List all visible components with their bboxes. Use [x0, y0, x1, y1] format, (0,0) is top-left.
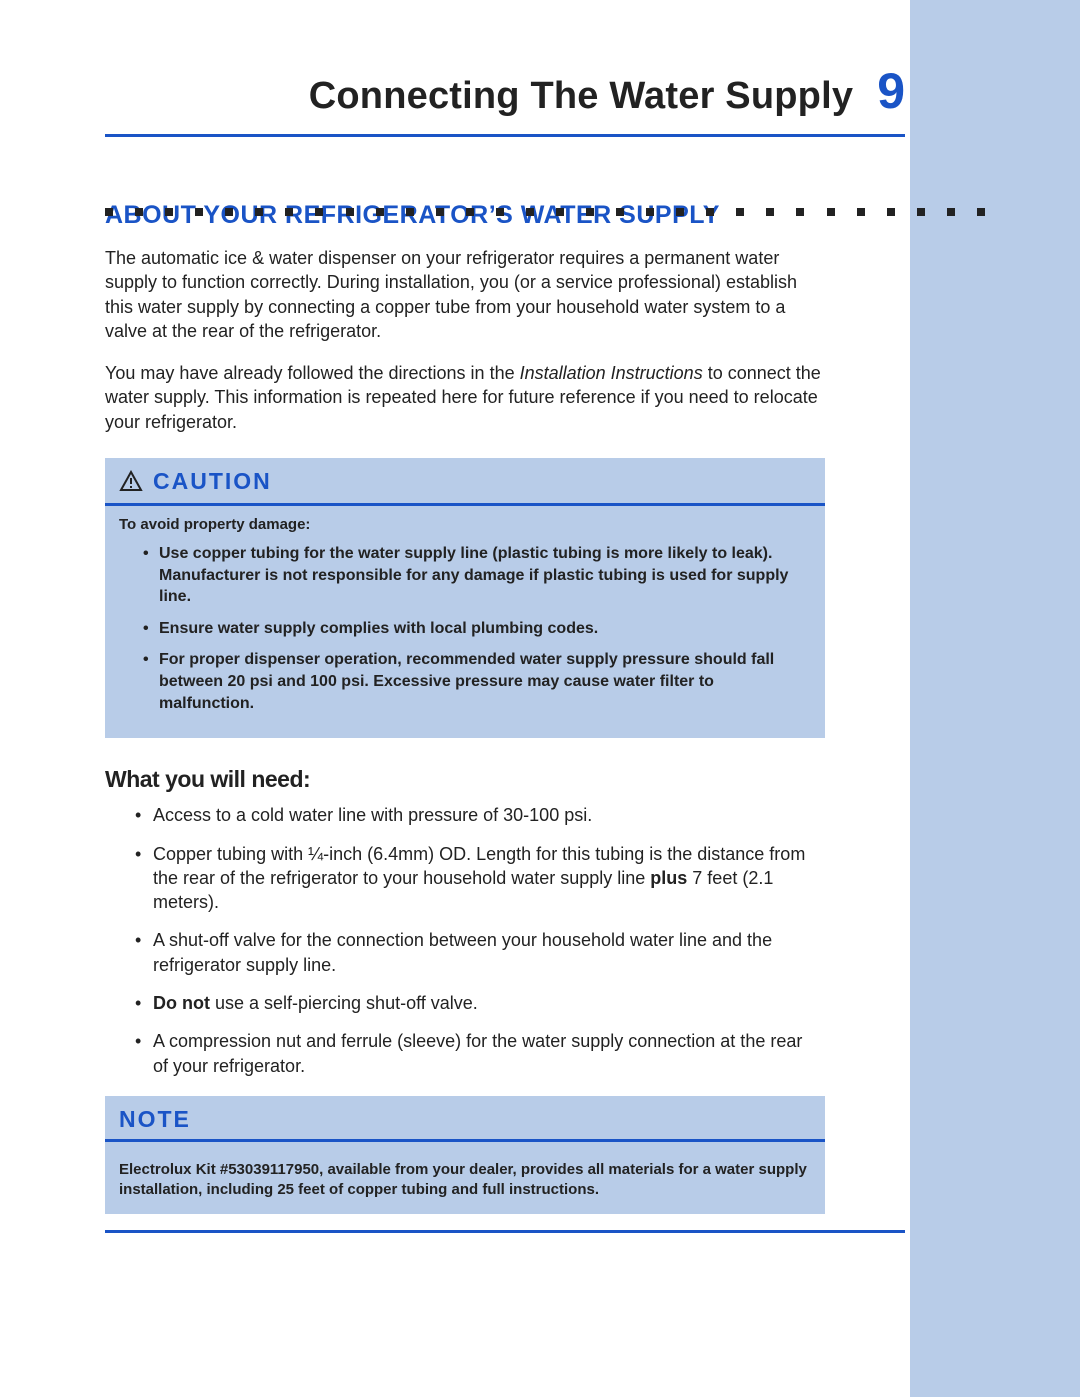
need-list: Access to a cold water line with pressur… — [105, 803, 825, 1078]
caution-header: CAUTION — [105, 458, 825, 501]
need-i4-bold: Do not — [153, 993, 210, 1013]
caution-rule — [105, 503, 825, 506]
warning-icon — [119, 470, 143, 494]
intro-paragraph-2: You may have already followed the direct… — [105, 361, 825, 434]
intro-paragraph-1: The automatic ice & water dispenser on y… — [105, 246, 825, 343]
caution-box: CAUTION To avoid property damage: Use co… — [105, 458, 825, 738]
note-text: Electrolux Kit #53039117950, available f… — [105, 1152, 825, 1201]
p2-italic: Installation Instructions — [520, 363, 703, 383]
need-i4: use a self-piercing shut-off valve. — [210, 993, 478, 1013]
need-item: Copper tubing with ¼-inch (6.4mm) OD. Le… — [153, 842, 825, 915]
caution-item: For proper dispenser operation, recommen… — [159, 649, 805, 714]
need-item: A shut-off valve for the connection betw… — [153, 928, 825, 977]
need-i2-bold: plus — [650, 868, 687, 888]
need-heading: What you will need: — [105, 766, 905, 793]
need-item: A compression nut and ferrule (sleeve) f… — [153, 1029, 825, 1078]
chapter-title: Connecting The Water Supply — [309, 75, 853, 118]
chapter-header: Connecting The Water Supply 9 — [105, 62, 905, 120]
chapter-number: 9 — [877, 62, 905, 120]
footer-rule — [105, 1230, 905, 1233]
note-rule — [105, 1139, 825, 1142]
body-area: The automatic ice & water dispenser on y… — [105, 228, 905, 1214]
caution-title: CAUTION — [153, 468, 272, 495]
note-title: NOTE — [105, 1096, 825, 1137]
note-box: NOTE Electrolux Kit #53039117950, availa… — [105, 1096, 825, 1215]
header-rule — [105, 134, 905, 137]
manual-page: Connecting The Water Supply 9 ABOUT YOUR… — [0, 0, 1080, 1397]
caution-subtitle: To avoid property damage: — [105, 516, 825, 539]
caution-item: Ensure water supply complies with local … — [159, 618, 805, 640]
need-item: Do not use a self-piercing shut-off valv… — [153, 991, 825, 1015]
content-area: Connecting The Water Supply 9 ABOUT YOUR… — [105, 62, 905, 230]
need-item: Access to a cold water line with pressur… — [153, 803, 825, 827]
dotted-separator — [105, 208, 985, 216]
caution-item: Use copper tubing for the water supply l… — [159, 543, 805, 608]
caution-list: Use copper tubing for the water supply l… — [105, 543, 825, 714]
p2-part-a: You may have already followed the direct… — [105, 363, 520, 383]
